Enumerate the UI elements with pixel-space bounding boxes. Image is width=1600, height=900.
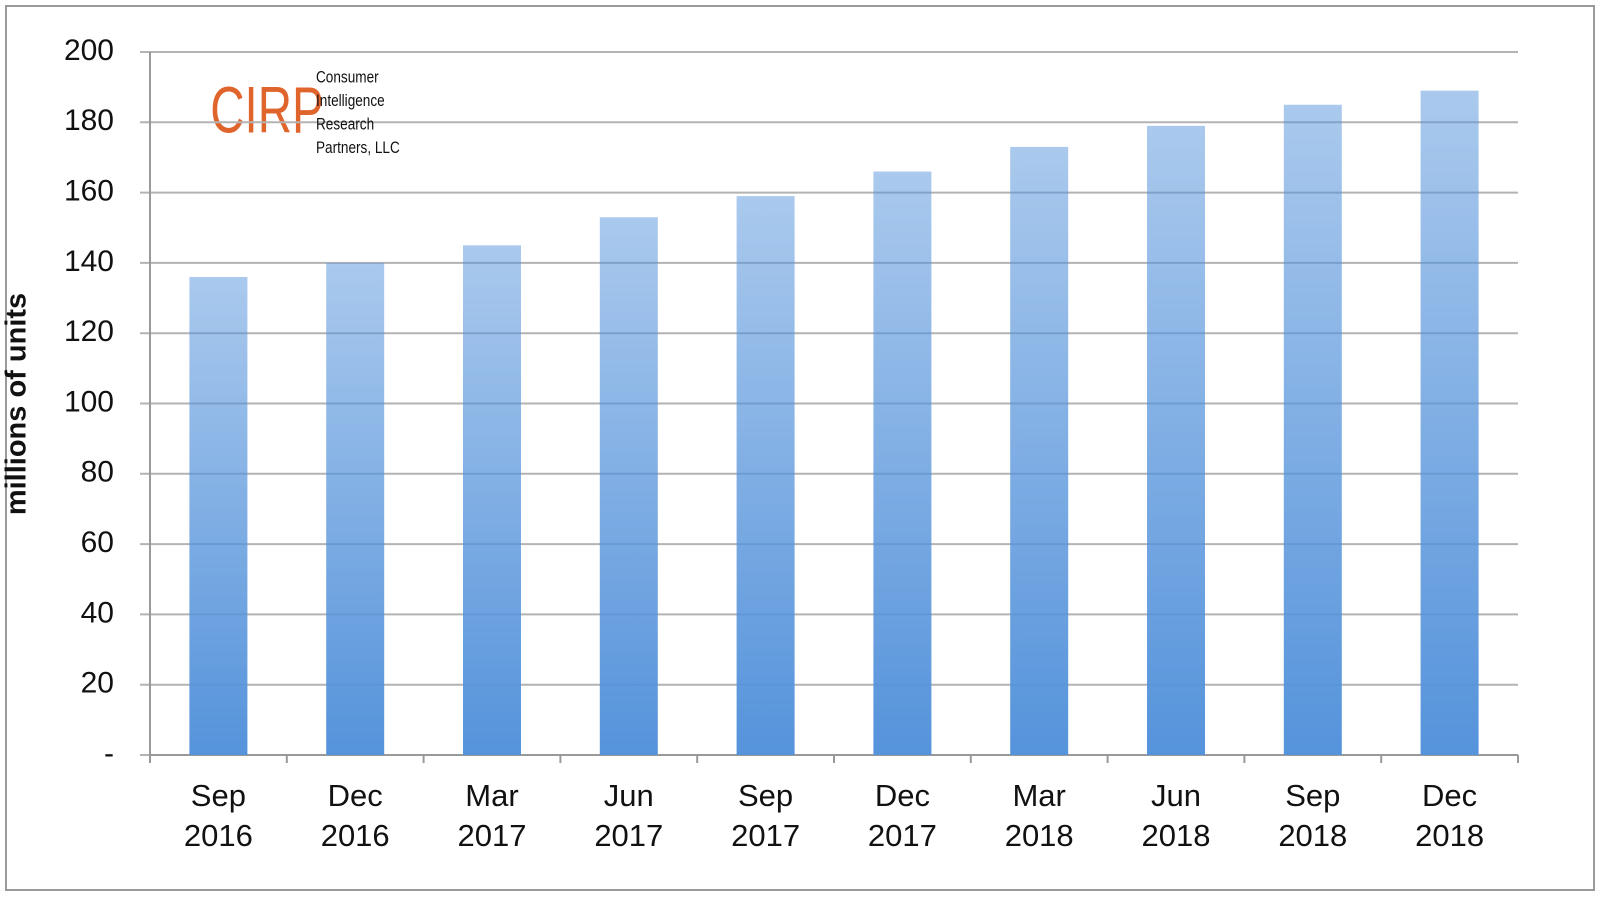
y-tick-label: 60 xyxy=(81,526,114,559)
bar xyxy=(189,276,248,755)
bar xyxy=(599,217,658,755)
y-tick-label: - xyxy=(104,737,114,770)
x-tick-label: Dec 2018 xyxy=(1415,778,1485,853)
logo-mark: CIRP xyxy=(210,74,324,147)
x-tick-label: Sep 2018 xyxy=(1278,778,1348,853)
logo-text: Consumer xyxy=(316,68,379,87)
y-tick-label: 140 xyxy=(64,245,114,278)
y-axis-label: millions of units xyxy=(1,293,33,515)
bar xyxy=(873,171,932,755)
y-tick-label: 200 xyxy=(64,34,114,67)
x-tick-label: Dec 2017 xyxy=(867,778,937,853)
bar xyxy=(1147,125,1205,755)
logo-text: Partners, LLC xyxy=(316,139,400,158)
logo-text: Research xyxy=(316,115,374,134)
y-tick-label: 40 xyxy=(81,596,114,629)
bar xyxy=(326,262,385,755)
y-tick-label: 80 xyxy=(81,456,114,489)
x-tick-label: Mar 2017 xyxy=(457,778,527,853)
y-tick-label: 20 xyxy=(81,667,114,700)
x-tick-label: Sep 2016 xyxy=(183,778,253,853)
bar xyxy=(1283,104,1342,756)
x-tick-label: Jun 2017 xyxy=(594,778,664,853)
y-tick-label: 120 xyxy=(64,315,114,348)
bar xyxy=(1420,90,1479,756)
logo-text: Intelligence xyxy=(316,92,385,111)
frame xyxy=(5,5,1595,891)
y-tick-label: 180 xyxy=(64,104,114,137)
x-tick-label: Mar 2018 xyxy=(1004,778,1074,853)
y-tick-label: 160 xyxy=(64,175,114,208)
bar xyxy=(463,245,521,755)
bar xyxy=(1010,146,1069,755)
y-tick-label: 100 xyxy=(64,385,114,418)
x-tick-label: Dec 2016 xyxy=(320,778,390,853)
x-tick-label: Sep 2017 xyxy=(731,778,801,853)
bar xyxy=(736,196,795,756)
x-tick-label: Jun 2018 xyxy=(1141,778,1211,853)
